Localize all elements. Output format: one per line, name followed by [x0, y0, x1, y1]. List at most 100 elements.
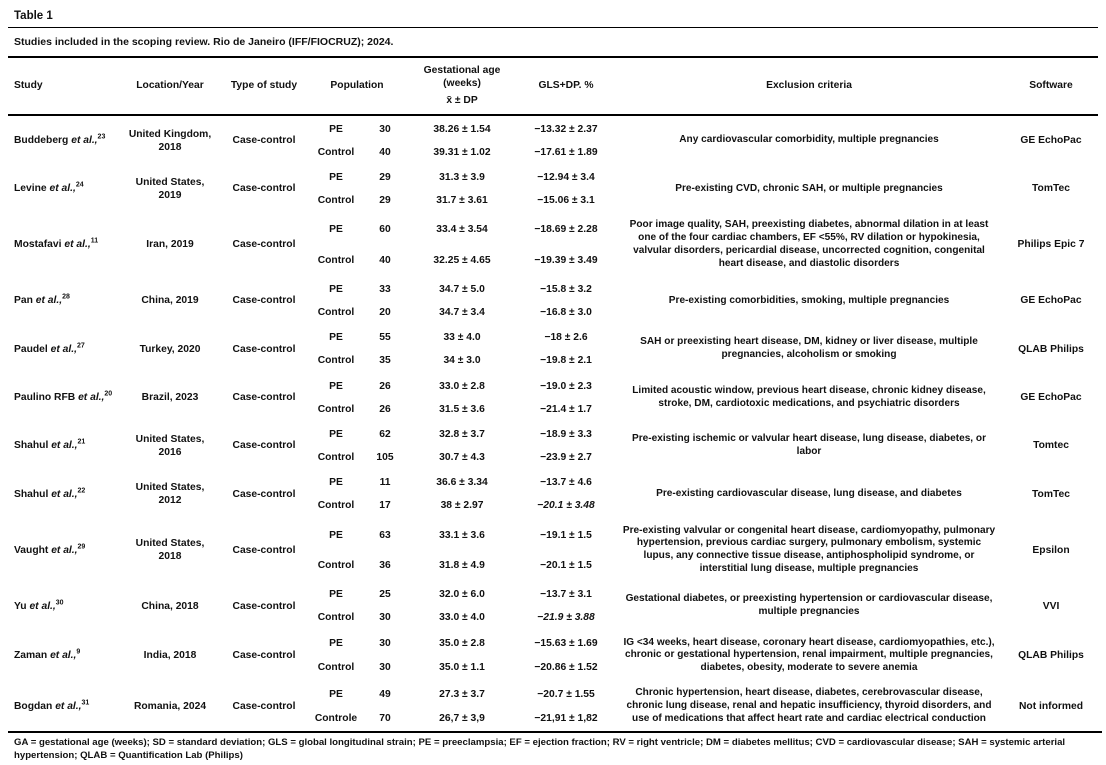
study-name: Shahul	[14, 488, 52, 500]
study-ref-number: 23	[97, 133, 106, 141]
software-cell: VVI	[1042, 600, 1060, 612]
table-label: Table 1	[8, 6, 1098, 28]
study-ref-number: 29	[77, 543, 86, 551]
gls-value-cell: −15.63 ± 1.69	[534, 638, 598, 650]
gls-value-cell: −19.1 ± 1.5	[540, 529, 592, 541]
population-group-cell: PE	[329, 638, 343, 650]
software-cell: GE EchoPac	[1020, 295, 1082, 307]
exclusion-criteria-cell: Gestational diabetes, or preexisting hyp…	[625, 593, 993, 618]
table-subtitle: Studies included in the scoping review. …	[8, 28, 1098, 58]
study-ref-number: 24	[75, 182, 84, 190]
software-cell: GE EchoPac	[1020, 135, 1082, 147]
study-ref-number: 9	[76, 648, 81, 656]
gls-value-cell: −18.9 ± 3.3	[540, 428, 592, 440]
study-cell: Yu et al.,30	[8, 581, 120, 629]
gestational-age-cell: 26,7 ± 3,9	[439, 713, 485, 725]
gls-value-cell: −16.8 ± 3.0	[540, 307, 592, 318]
study-name: Zaman	[14, 650, 51, 662]
study-cell: Levine et al.,24	[8, 164, 120, 212]
software-cell: Tomtec	[1033, 440, 1069, 452]
study-ref-number: 11	[90, 238, 99, 245]
study-etal: et al.,	[29, 600, 56, 612]
study-row-control: Control 20 34.7 ± 3.4 −16.8 ± 3.0	[8, 301, 1098, 324]
population-group-cell: Control	[317, 612, 355, 624]
study-ref-number: 28	[62, 293, 70, 301]
population-group-cell: PE	[329, 332, 343, 344]
exclusion-criteria-cell: Pre-existing ischemic or valvular heart …	[632, 433, 987, 458]
study-cell: Shahul et al.,22	[8, 469, 120, 517]
population-group-cell: Control	[317, 195, 355, 207]
study-ref-number: 21	[77, 439, 86, 447]
population-group-cell: Controle	[314, 713, 358, 725]
study-name: Vaught	[14, 544, 52, 556]
header-ga-mean-sd: x̄ ± DP	[446, 95, 478, 107]
study-etal: et al.,	[51, 440, 78, 452]
gls-value-cell: −20.7 ± 1.55	[537, 688, 595, 700]
study-row-control: Control 36 31.8 ± 4.9 −20.1 ± 1.5	[8, 551, 1098, 582]
study-row: Shahul et al.,22 United States, 2012 Case-…	[8, 469, 1098, 506]
location-cell: Iran, 2019	[146, 239, 194, 251]
population-n-cell: 63	[379, 529, 391, 541]
study-type-cell: Case-control	[232, 650, 296, 662]
gls-value-cell: −15.06 ± 3.1	[537, 195, 595, 207]
study-row-control: Control 30 33.0 ± 4.0 −21.9 ± 3.88	[8, 606, 1098, 629]
gls-value-cell: −12.94 ± 3.4	[537, 171, 595, 183]
gls-value-cell: −19.8 ± 2.1	[540, 355, 592, 367]
gestational-age-cell: 30.7 ± 4.3	[439, 452, 485, 464]
study-type-cell: Case-control	[232, 343, 296, 355]
study-row: Paulino RFB et al.,20 Brazil, 2023 Case-co…	[8, 373, 1098, 409]
population-n-cell: 25	[379, 589, 391, 601]
study-type-cell: Case-control	[232, 600, 296, 612]
study-row-control: Control 26 31.5 ± 3.6 −21.4 ± 1.7	[8, 398, 1098, 421]
table-body: Buddeberg et al.,23 United Kingdom, 2018 C…	[8, 115, 1098, 731]
gestational-age-cell: 35.0 ± 1.1	[439, 662, 485, 674]
header-gestational-age: Gestational age (weeks) x̄ ± DP	[406, 58, 519, 116]
study-cell: Pan et al.,28	[8, 276, 120, 324]
population-group-cell: Control	[317, 355, 355, 367]
population-group-cell: PE	[329, 477, 343, 489]
study-type-cell: Case-control	[232, 295, 296, 307]
exclusion-criteria-cell: Pre-existing cardiovascular disease, lun…	[656, 487, 962, 499]
study-row-control: Control 17 38 ± 2.97 −20.1 ± 3.48	[8, 494, 1098, 517]
gls-value-cell: −19.0 ± 2.3	[540, 380, 592, 392]
population-n-cell: 35	[379, 355, 391, 367]
study-cell: Shahul et al.,21	[8, 421, 120, 469]
software-cell: GE EchoPac	[1020, 392, 1082, 404]
exclusion-criteria-cell: Poor image quality, SAH, preexisting dia…	[629, 219, 989, 269]
study-row: Mostafavi et al.,11 Iran, 2019 Case-contro…	[8, 212, 1098, 269]
population-group-cell: PE	[329, 589, 343, 601]
population-group-cell: Control	[317, 254, 355, 266]
gestational-age-cell: 31.7 ± 3.61	[436, 195, 488, 207]
gestational-age-cell: 33.1 ± 3.6	[439, 529, 485, 541]
software-cell: QLAB Philips	[1018, 650, 1084, 662]
gestational-age-cell: 39.31 ± 1.02	[433, 146, 491, 158]
study-row: Shahul et al.,21 United States, 2016 Case-…	[8, 421, 1098, 458]
study-type-cell: Case-control	[232, 135, 296, 147]
gls-value-cell: −23.9 ± 2.7	[540, 452, 592, 464]
study-type-cell: Case-control	[232, 701, 296, 712]
study-name: Shahul	[14, 440, 52, 452]
location-cell: China, 2018	[141, 600, 199, 612]
population-n-cell: 29	[379, 195, 391, 207]
software-cell: Epsilon	[1032, 544, 1070, 556]
population-group-cell: PE	[329, 529, 343, 541]
population-group-cell: Control	[317, 403, 355, 415]
study-ref-number: 27	[76, 342, 85, 350]
population-n-cell: 70	[379, 713, 391, 725]
location-cell: Turkey, 2020	[139, 343, 201, 355]
gestational-age-cell: 32.8 ± 3.7	[439, 428, 485, 440]
population-group-cell: Control	[317, 500, 355, 512]
gls-value-cell: −21.4 ± 1.7	[540, 403, 592, 415]
gls-value-cell: −15.8 ± 3.2	[540, 283, 592, 295]
study-row: Buddeberg et al.,23 United Kingdom, 2018 C…	[8, 115, 1098, 153]
population-n-cell: 55	[379, 332, 391, 344]
population-n-cell: 62	[379, 428, 391, 440]
study-type-cell: Case-control	[232, 440, 296, 452]
gestational-age-cell: 33 ± 4.0	[443, 332, 481, 344]
gls-value-cell: −18 ± 2.6	[544, 332, 588, 344]
population-n-cell: 30	[379, 662, 391, 674]
study-row-control: Control 40 32.25 ± 4.65 −19.39 ± 3.49	[8, 245, 1098, 276]
software-cell: TomTec	[1032, 488, 1070, 500]
study-cell: Buddeberg et al.,23	[8, 115, 120, 164]
gls-value-cell: −13.7 ± 4.6	[540, 477, 592, 489]
